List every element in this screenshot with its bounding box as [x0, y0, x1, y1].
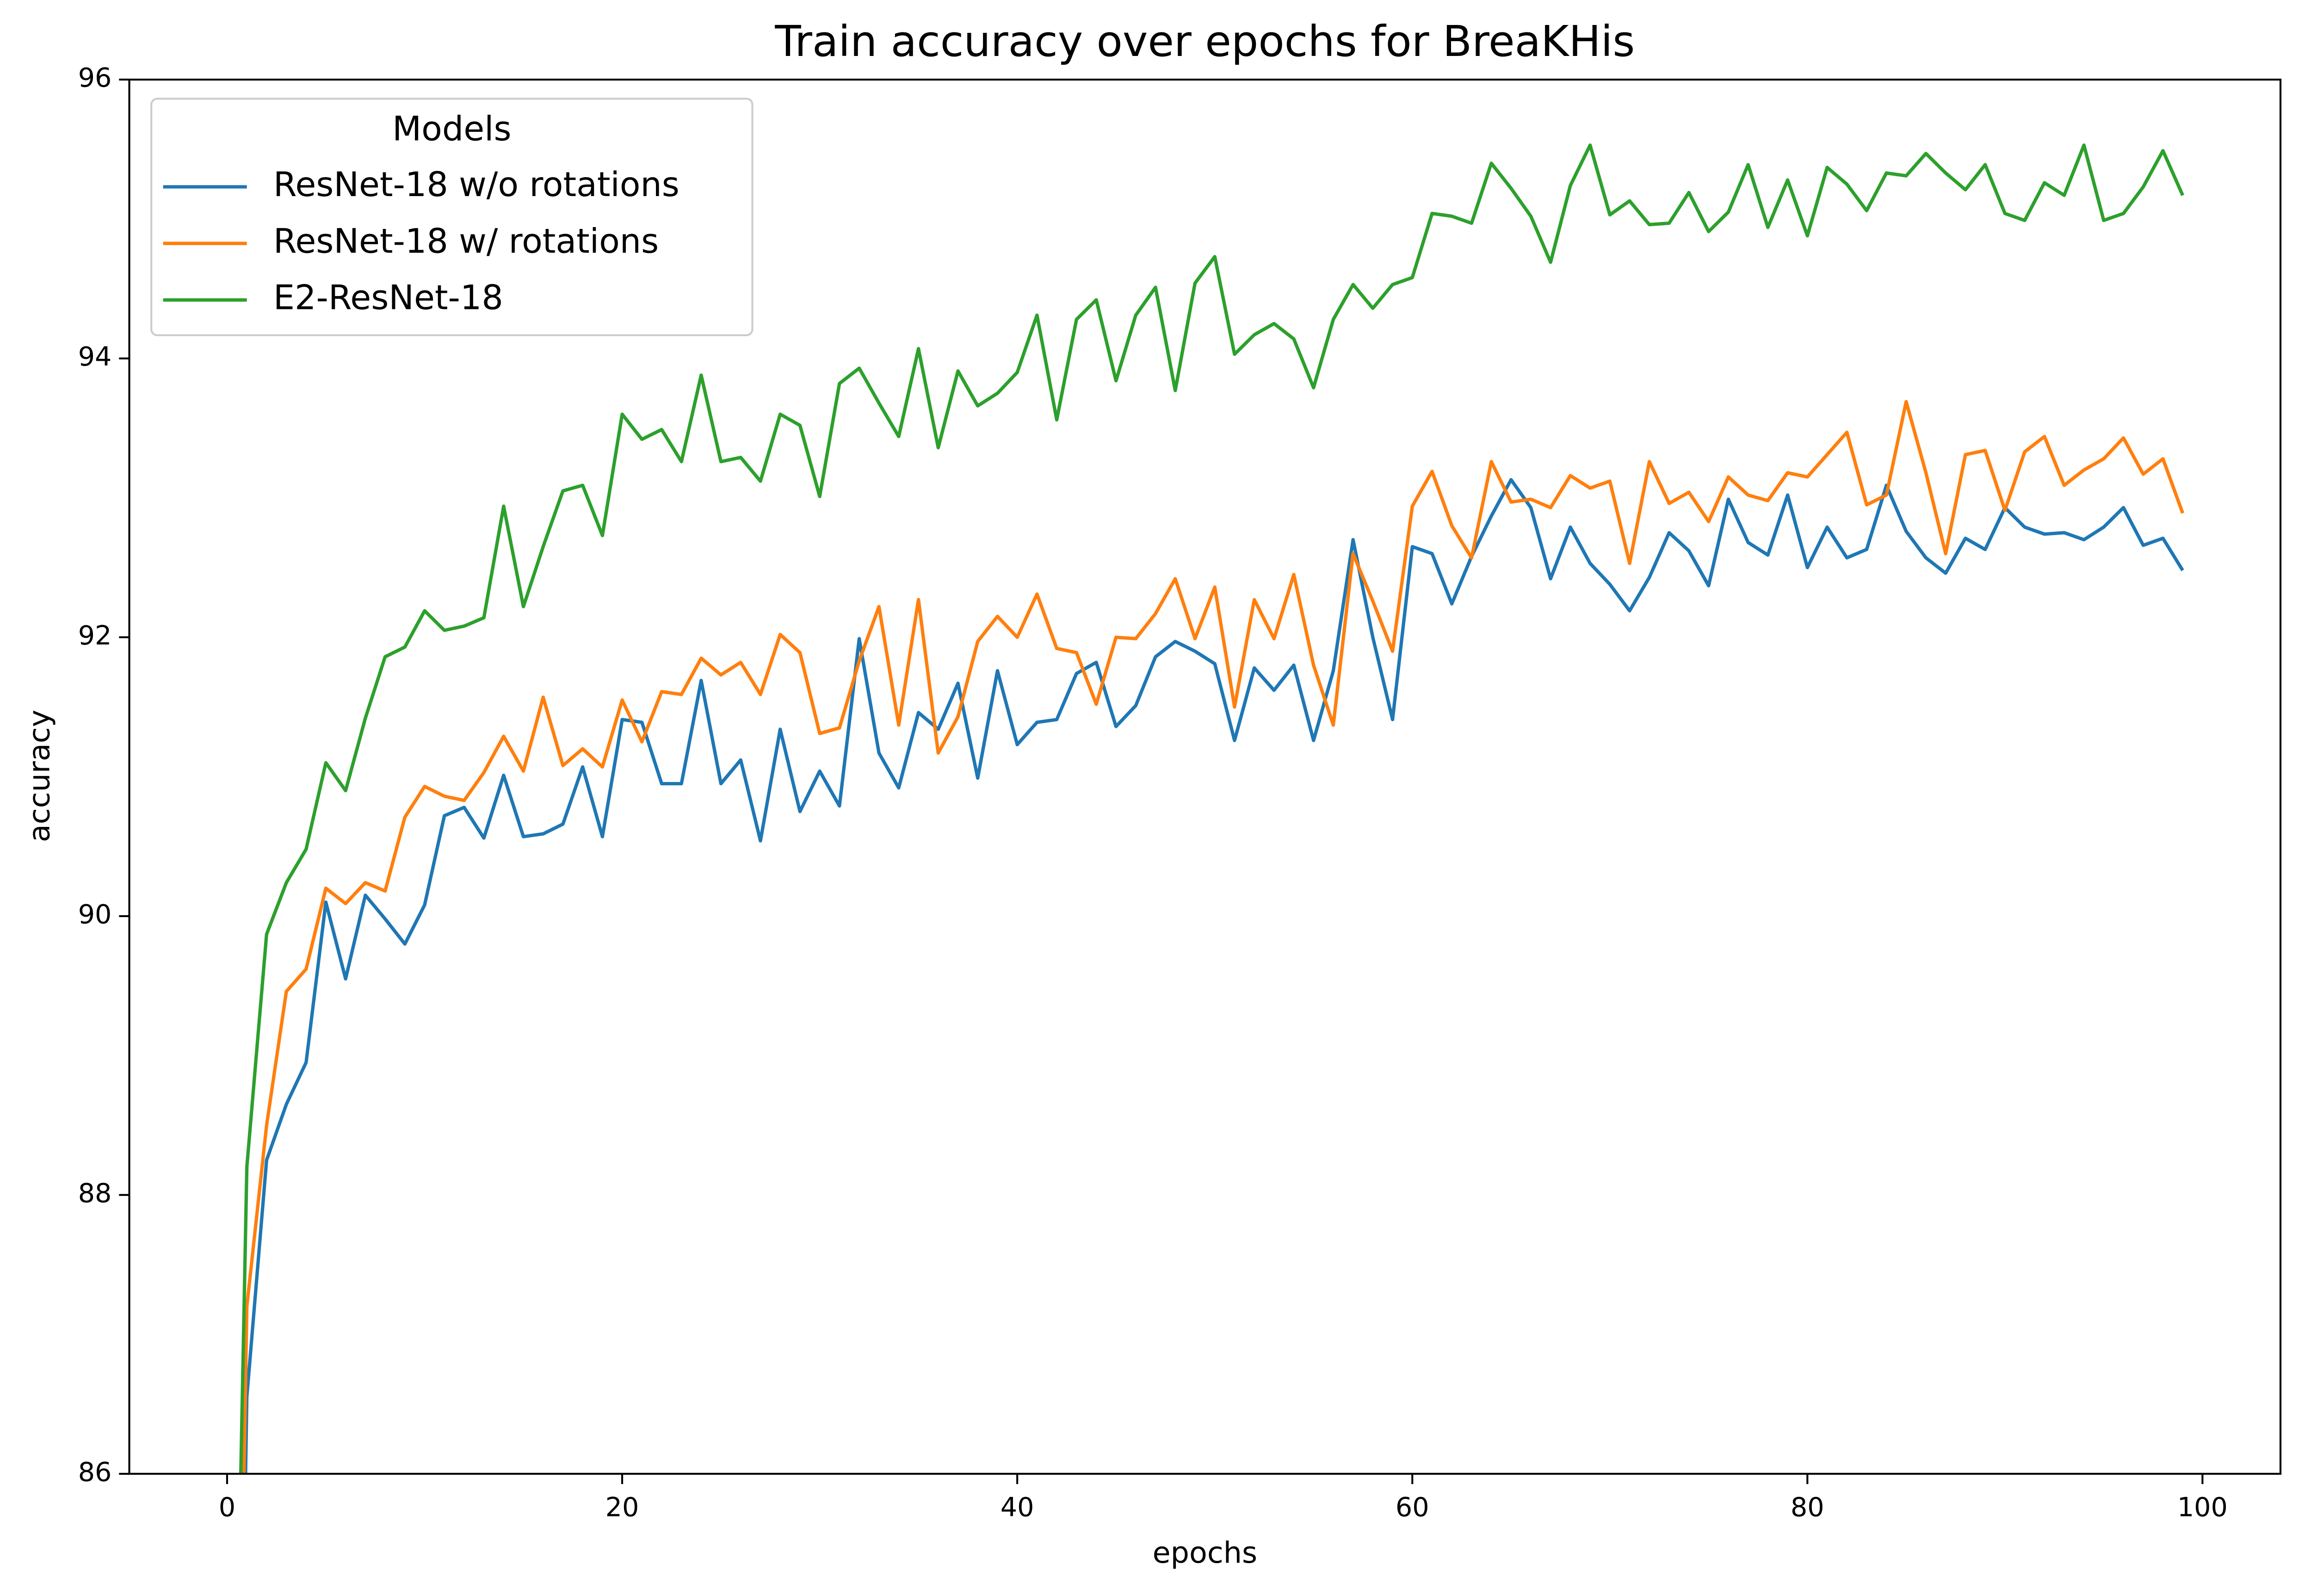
x-tick-label: 20: [605, 1492, 639, 1523]
x-tick-label: 100: [2177, 1492, 2228, 1523]
legend: Models ResNet-18 w/o rotations ResNet-18 w…: [150, 98, 754, 336]
y-tick-label: 92: [78, 621, 112, 651]
series-line: [242, 400, 2185, 1474]
x-axis-label: epochs: [1153, 1535, 1258, 1570]
x-tick-label: 80: [1791, 1492, 1824, 1523]
y-tick-label: 88: [78, 1178, 112, 1208]
x-tick-label: 40: [1001, 1492, 1034, 1523]
x-tick-label: 0: [219, 1492, 235, 1523]
legend-label: ResNet-18 w/o rotations: [273, 165, 679, 204]
legend-box: [150, 98, 754, 336]
y-tick-label: 90: [78, 900, 112, 930]
series-line: [239, 143, 2185, 1474]
y-tick-label: 96: [78, 63, 112, 93]
plot-frame: [128, 79, 2282, 1475]
chart-title: Train accuracy over epochs for BreaKHis: [774, 16, 1635, 66]
plot-lines: [239, 143, 2185, 1474]
y-tick-label: 94: [78, 342, 112, 372]
legend-label: ResNet-18 w/ rotations: [273, 222, 659, 261]
legend-label: E2-ResNet-18: [273, 278, 503, 318]
series-line: [244, 478, 2184, 1474]
y-axis-label: accuracy: [22, 710, 56, 843]
y-tick-label: 86: [78, 1457, 112, 1487]
x-tick-label: 60: [1396, 1492, 1429, 1523]
legend-title: Models: [392, 109, 511, 148]
